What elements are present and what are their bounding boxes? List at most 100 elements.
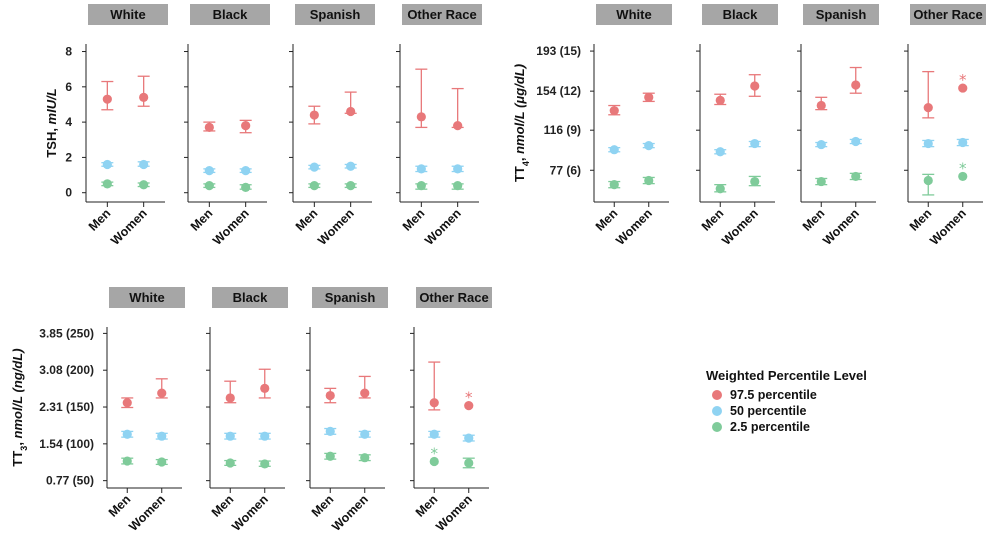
y-tick-label: 4 bbox=[65, 115, 72, 129]
y-tick-label: 8 bbox=[65, 45, 72, 59]
x-tick-label: Men bbox=[800, 206, 828, 234]
panel-header bbox=[416, 287, 492, 308]
point-50-percentile bbox=[102, 159, 112, 170]
x-tick-label: Men bbox=[86, 206, 114, 234]
y-tick-label: 193 (15) bbox=[536, 44, 581, 58]
point-2-5-percentile bbox=[464, 458, 474, 468]
point-97-5-percentile bbox=[644, 92, 654, 102]
legend-swatch-2-5 bbox=[712, 422, 722, 432]
point-2-5-percentile bbox=[157, 457, 167, 467]
panel-title: Black bbox=[723, 7, 758, 22]
panel-header bbox=[190, 4, 270, 25]
legend-label-50: 50 percentile bbox=[730, 404, 807, 418]
point-2-5-percentile bbox=[750, 176, 760, 187]
y-tick-label: 77 (6) bbox=[550, 163, 581, 177]
x-tick-label: Men bbox=[699, 206, 727, 234]
y-axis-title: TSH, mIU/L bbox=[44, 88, 59, 157]
point-50-percentile bbox=[923, 138, 933, 149]
y-tick-label: 3.08 (200) bbox=[39, 363, 94, 377]
x-tick-label: Men bbox=[309, 492, 337, 520]
x-tick-label: Women bbox=[719, 206, 761, 248]
point-97-5-percentile bbox=[309, 110, 319, 120]
point-97-5-percentile bbox=[139, 92, 149, 103]
x-tick-label: Women bbox=[315, 206, 357, 248]
x-tick-label: Women bbox=[126, 492, 168, 534]
y-tick-label: 0.77 (50) bbox=[46, 474, 94, 488]
x-tick-label: Women bbox=[433, 492, 475, 534]
y-tick-label: 2 bbox=[65, 150, 72, 164]
point-50-percentile bbox=[204, 166, 214, 176]
point-50-percentile bbox=[816, 139, 826, 150]
point-50-percentile bbox=[416, 164, 426, 174]
y-tick-label: 3.85 (250) bbox=[39, 326, 94, 340]
legend-item-2-5: 2.5 percentile bbox=[706, 419, 867, 435]
point-97-5-percentile bbox=[122, 398, 132, 408]
point-50-percentile bbox=[464, 433, 474, 443]
x-tick-label: Men bbox=[593, 206, 621, 234]
point-50-percentile bbox=[346, 161, 356, 171]
point-2-5-percentile bbox=[715, 184, 725, 194]
chart-group-3: 3.85 (250) 3.08 (200) 2.31 (150) 1.54 (100)… bbox=[10, 287, 492, 534]
point-2-5-percentile bbox=[609, 180, 619, 190]
point-2-5-percentile bbox=[241, 182, 251, 193]
point-97-5-percentile bbox=[416, 112, 426, 122]
y-tick-label: 116 (9) bbox=[544, 123, 581, 137]
point-2-5-percentile bbox=[958, 171, 968, 182]
y-tick-label: 6 bbox=[65, 80, 72, 94]
x-tick-label: Women bbox=[422, 206, 464, 248]
point-2-5-percentile bbox=[429, 456, 439, 467]
point-50-percentile bbox=[851, 136, 861, 147]
point-2-5-percentile bbox=[325, 451, 335, 461]
x-tick-label: Women bbox=[210, 206, 252, 248]
point-50-percentile bbox=[325, 426, 335, 437]
y-tick-label: 1.54 (100) bbox=[39, 437, 94, 451]
panel-title: Black bbox=[233, 290, 268, 305]
point-50-percentile bbox=[122, 429, 132, 439]
point-97-5-percentile bbox=[750, 81, 760, 91]
y-tick-label: 154 (12) bbox=[536, 84, 581, 98]
significance-star: * bbox=[431, 445, 439, 463]
point-50-percentile bbox=[609, 145, 619, 155]
point-50-percentile bbox=[644, 141, 654, 151]
panel-header bbox=[312, 287, 388, 308]
point-97-5-percentile bbox=[346, 106, 356, 117]
panel-title: Spanish bbox=[325, 290, 376, 305]
x-tick-label: Women bbox=[927, 206, 969, 248]
point-50-percentile bbox=[225, 431, 235, 441]
point-2-5-percentile bbox=[453, 181, 463, 191]
point-2-5-percentile bbox=[346, 181, 356, 191]
x-tick-label: Women bbox=[329, 492, 371, 534]
point-50-percentile bbox=[958, 137, 968, 148]
point-50-percentile bbox=[429, 429, 439, 439]
x-tick-label: Men bbox=[106, 492, 134, 520]
x-tick-label: Men bbox=[293, 206, 321, 234]
point-97-5-percentile bbox=[260, 383, 270, 393]
point-2-5-percentile bbox=[816, 176, 826, 187]
point-97-5-percentile bbox=[923, 102, 933, 113]
y-axis-title: TT4, nmol/L (μg/dL) bbox=[512, 64, 531, 182]
panel-header bbox=[402, 4, 482, 25]
point-50-percentile bbox=[139, 159, 149, 170]
point-2-5-percentile bbox=[260, 459, 270, 469]
panel-header bbox=[88, 4, 168, 25]
point-2-5-percentile bbox=[851, 171, 861, 182]
legend-label-97-5: 97.5 percentile bbox=[730, 388, 817, 402]
panel-title: White bbox=[129, 290, 164, 305]
point-2-5-percentile bbox=[225, 458, 235, 468]
point-2-5-percentile bbox=[644, 175, 654, 186]
panel-title: Other Race bbox=[419, 290, 488, 305]
panel-header bbox=[803, 4, 879, 25]
point-50-percentile bbox=[715, 147, 725, 157]
legend-label-2-5: 2.5 percentile bbox=[730, 420, 810, 434]
panel-header bbox=[702, 4, 778, 25]
panel-header bbox=[212, 287, 288, 308]
point-2-5-percentile bbox=[416, 181, 426, 191]
